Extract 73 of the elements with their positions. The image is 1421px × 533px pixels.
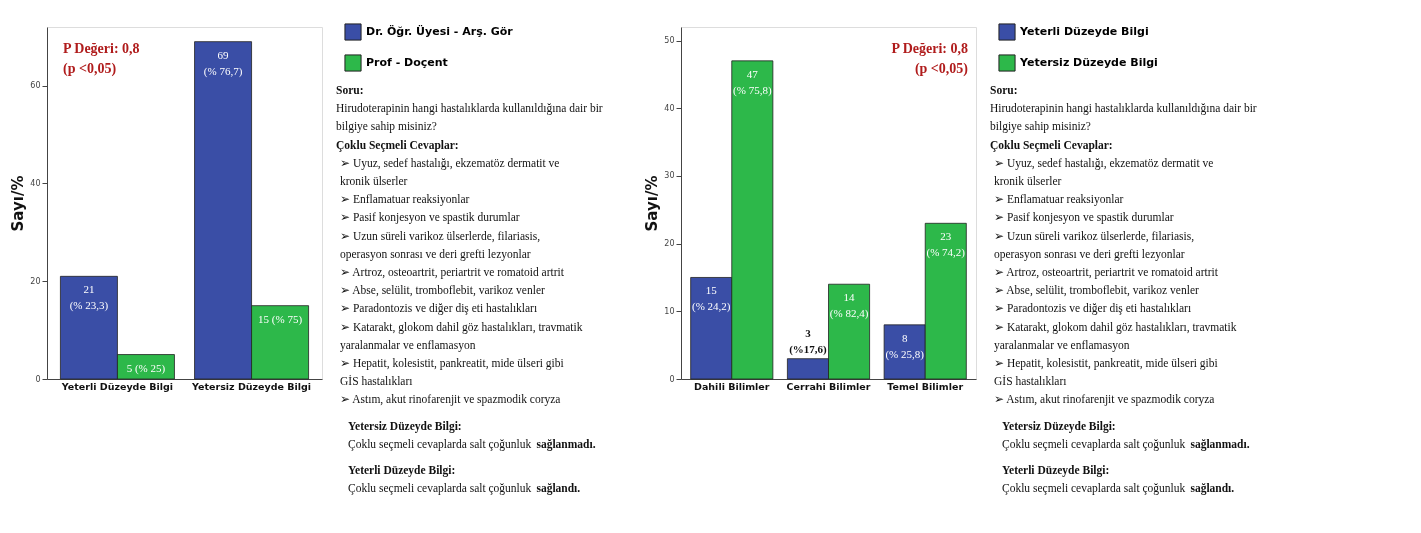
data-label: 5 (% 25) xyxy=(126,361,166,375)
annotation: (p <0,05) xyxy=(63,61,117,77)
data-label: 15 (% 75) xyxy=(258,312,303,326)
x-tick-label: Temel Bilimler xyxy=(887,380,964,392)
text: ➢ Pasif konjesyon ve spastik durumlar xyxy=(994,211,1174,225)
data-label: 14 (% 82,4) xyxy=(829,291,869,321)
text: Soru: xyxy=(336,84,364,96)
text: Yetersiz Düzeyde Bilgi: xyxy=(1002,419,1116,433)
legend-label: Dr. Öğr. Üyesi - Arş. Gör xyxy=(366,24,514,38)
y-tick-label: 10 xyxy=(664,306,675,316)
text: ➢ Abse, selülit, tromboflebit, varikoz venler xyxy=(340,284,545,298)
x-tick-label: Yetersiz Düzeyde Bilgi xyxy=(191,380,312,392)
text: ➢ Pasif konjesyon ve spastik durumlar xyxy=(340,211,520,225)
x-tick-label: Dahili Bilimler xyxy=(694,380,770,392)
text: Çoklu seçmeli cevaplarda salt çoğunluk xyxy=(1002,482,1186,496)
data-label: 8 (% 25,8) xyxy=(885,331,925,361)
text: ➢ Hepatit, kolesistit, pankreatit, mide ülseri gibi GİS hastalıkları xyxy=(340,357,564,388)
text: ➢ Artroz, osteoartrit, periartrit ve romatoid artrit xyxy=(340,266,565,279)
text: Çoklu Seçmeli Cevaplar: xyxy=(990,138,1113,152)
text: ➢ Paradontozis ve diğer diş eti hastalıkları xyxy=(340,302,538,316)
text: ➢ Uyuz, sedef hastalığı, ekzematöz dermatit ve kronik ülserler xyxy=(340,156,560,187)
text: Yeterli Düzeyde Bilgi: xyxy=(348,464,456,477)
text: Yeterli Düzeyde Bilgi: xyxy=(1002,464,1110,477)
text: Çoklu seçmeli cevaplarda salt çoğunluk xyxy=(348,437,532,451)
data-label: 69 (% 76,7) xyxy=(203,48,243,78)
annotation: (p <0,05) xyxy=(914,61,969,77)
y-tick-label: 40 xyxy=(664,103,675,113)
y-tick-label: 20 xyxy=(664,239,675,249)
text: Yetersiz Düzeyde Bilgi: xyxy=(348,419,462,433)
text: sağlandı. xyxy=(1190,482,1235,496)
data-label: 47 (% 75,8) xyxy=(733,67,772,97)
text: ➢ Uzun süreli varikoz ülserlerde, filariasis, operasyon sonrası ve deri grefti lezyonlar xyxy=(340,229,541,261)
x-tick-label: Cerrahi Bilimler xyxy=(786,380,871,392)
text: ➢ Abse, selülit, tromboflebit, varikoz venler xyxy=(994,284,1199,298)
annotation: P Değeri: 0,8 xyxy=(891,41,968,56)
y-tick-label: 20 xyxy=(30,276,41,286)
text: ➢ Astım, akut rinofarenjit ve spazmodik coryza xyxy=(340,393,561,407)
text: sağlanmadı. xyxy=(1190,437,1250,451)
y-tick-label: 50 xyxy=(664,36,675,46)
text: ➢ Hepatit, kolesistit, pankreatit, mide ülseri gibi GİS hastalıkları xyxy=(994,357,1218,388)
text: ➢ Katarakt, glokom dahil göz hastalıkları, travmatik yaralanmalar ve enflamasyon xyxy=(340,320,583,352)
text: Çoklu Seçmeli Cevaplar: xyxy=(336,138,459,152)
legend-label: Yeterli Düzeyde Bilgi xyxy=(1019,25,1149,38)
legend-label: Yetersiz Düzeyde Bilgi xyxy=(1019,56,1158,69)
text: Hirudoterapinin hangi hastalıklarda kullanıldığına dair bir bilgiye sahip misiniz? xyxy=(336,102,603,134)
text: ➢ Enflamatuar reaksiyonlar xyxy=(994,193,1124,207)
data-label: 21 (% 23,3) xyxy=(69,283,109,313)
text: ➢ Artroz, osteoartrit, periartrit ve romatoid artrit xyxy=(994,266,1219,279)
legend-label: Prof - Doçent xyxy=(366,56,448,69)
text: ➢ Uzun süreli varikoz ülserlerde, filariasis, operasyon sonrası ve deri grefti lezyonlar xyxy=(994,229,1195,261)
data-label: 23 (% 74,2) xyxy=(926,230,966,260)
text: sağlandı. xyxy=(536,482,581,496)
text: Hirudoterapinin hangi hastalıklarda kullanıldığına dair bir bilgiye sahip misiniz? xyxy=(990,102,1257,134)
text: ➢ Uyuz, sedef hastalığı, ekzematöz dermatit ve kronik ülserler xyxy=(994,156,1214,187)
text: Çoklu seçmeli cevaplarda salt çoğunluk xyxy=(1002,437,1186,451)
text: ➢ Enflamatuar reaksiyonlar xyxy=(340,193,470,207)
y-tick-label: 40 xyxy=(30,178,41,188)
text: ➢ Katarakt, glokom dahil göz hastalıkları, travmatik yaralanmalar ve enflamasyon xyxy=(994,320,1237,352)
y-tick-label: 0 xyxy=(35,374,41,384)
text: ➢ Astım, akut rinofarenjit ve spazmodik coryza xyxy=(994,393,1215,407)
data-label: 3 (%17,6) xyxy=(789,326,828,356)
annotation: P Değeri: 0,8 xyxy=(63,41,140,56)
text: sağlanmadı. xyxy=(536,437,596,451)
y-axis-title: Sayı/% xyxy=(643,175,662,232)
x-tick-label: Yeterli Düzeyde Bilgi xyxy=(60,380,173,392)
y-tick-label: 60 xyxy=(30,81,41,91)
text: Çoklu seçmeli cevaplarda salt çoğunluk xyxy=(348,482,532,496)
y-tick-label: 0 xyxy=(669,374,675,384)
y-tick-label: 30 xyxy=(664,171,675,181)
y-axis-title: Sayı/% xyxy=(9,175,28,232)
data-label: 15 (% 24,2) xyxy=(691,284,731,314)
text: ➢ Paradontozis ve diğer diş eti hastalıkları xyxy=(994,302,1192,316)
text: Soru: xyxy=(990,84,1018,96)
